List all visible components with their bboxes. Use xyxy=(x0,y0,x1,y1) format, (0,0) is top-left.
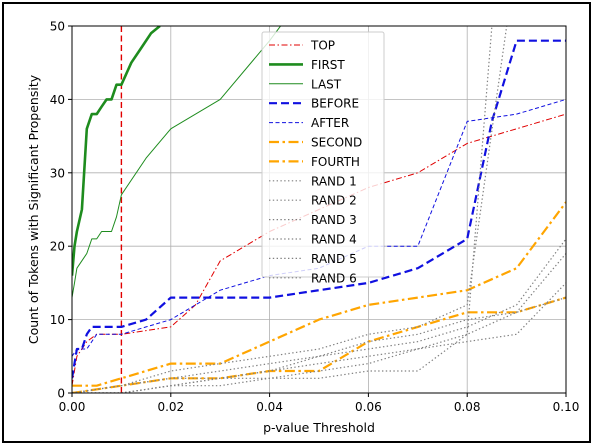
y-tick-label: 20 xyxy=(50,240,65,254)
legend-label: RAND 3 xyxy=(311,213,357,227)
series-line-after xyxy=(72,98,566,357)
legend-label: SECOND xyxy=(311,136,362,150)
y-tick-label: 40 xyxy=(50,93,65,107)
legend-label: RAND 4 xyxy=(311,233,357,247)
x-tick-label: 0.02 xyxy=(157,400,184,414)
series-line-before xyxy=(72,39,566,379)
axes-box xyxy=(71,25,567,394)
series-line-fourth xyxy=(72,296,566,393)
series-line-rand-3 xyxy=(72,282,566,393)
legend-label: RAND 6 xyxy=(311,271,357,285)
legend: TOP FIRST LAST BEFORE AFTER SECOND FOURTH RAND … xyxy=(261,31,385,285)
series-lines xyxy=(72,26,566,393)
series-line-second xyxy=(72,201,566,387)
series-line-rand-6 xyxy=(72,297,566,393)
series-line-rand-4 xyxy=(72,253,566,393)
tick-layer: 0.00 0.02 0.04 0.06 0.08 0.10 0 10 20 30 40 50 xyxy=(50,20,580,415)
series-line-last xyxy=(72,26,282,298)
x-tick-label: 0.00 xyxy=(59,400,86,414)
y-tick-label: 0 xyxy=(57,387,65,401)
series-line-first xyxy=(72,26,161,276)
series-line-top xyxy=(72,113,566,386)
y-axis-label: Count of Tokens with Significant Propens… xyxy=(26,74,41,344)
y-tick-label: 50 xyxy=(50,20,65,34)
x-tick-label: 0.06 xyxy=(355,400,382,414)
legend-label: TOP xyxy=(310,39,335,53)
x-tick-label: 0.08 xyxy=(454,400,481,414)
y-tick-label: 30 xyxy=(50,166,65,180)
x-axis-label: p-value Threshold xyxy=(263,420,375,435)
legend-box xyxy=(261,31,385,278)
legend-label: BEFORE xyxy=(311,97,359,111)
x-tick-label: 0.04 xyxy=(256,400,283,414)
y-tick-label: 10 xyxy=(50,313,65,327)
legend-label: AFTER xyxy=(311,116,349,130)
legend-label: FOURTH xyxy=(311,155,360,169)
legend-label: FIRST xyxy=(311,58,345,72)
legend-label: RAND 5 xyxy=(311,252,357,266)
legend-label: RAND 2 xyxy=(311,194,357,208)
legend-label: LAST xyxy=(311,77,342,91)
legend-label: RAND 1 xyxy=(311,174,357,188)
x-tick-label: 0.10 xyxy=(553,400,580,414)
